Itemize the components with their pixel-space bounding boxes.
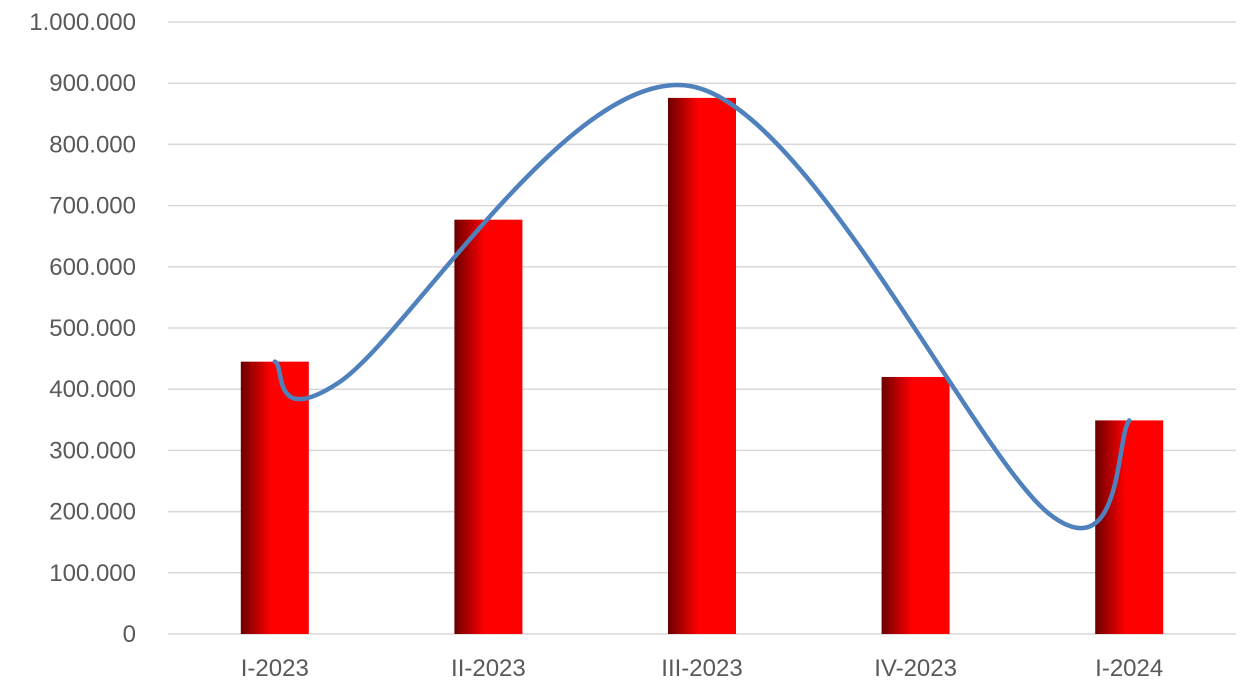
bar: [454, 219, 523, 634]
y-tick-label: 1.000.000: [29, 9, 136, 36]
bar: [881, 376, 950, 634]
x-tick-label: III-2023: [661, 655, 742, 682]
y-tick-label: 400.000: [49, 376, 136, 403]
y-tick-label: 600.000: [49, 254, 136, 281]
y-tick-label: 700.000: [49, 193, 136, 220]
x-tick-label: IV-2023: [874, 655, 957, 682]
y-tick-label: 200.000: [49, 499, 136, 526]
bars: [240, 97, 1164, 634]
trendline: [272, 82, 1132, 531]
x-tick-label: II-2023: [451, 655, 526, 682]
x-axis-tick-labels: I-2023 II-2023 III-2023 IV-2023 I-2024: [241, 655, 1163, 682]
y-tick-label: 500.000: [49, 315, 136, 342]
trendline-group: [272, 82, 1132, 531]
y-axis-tick-labels: 0 100.000 200.000 300.000 400.000 500.000 600.…: [29, 9, 136, 648]
y-tick-label: 100.000: [49, 560, 136, 587]
y-tick-label: 300.000: [49, 437, 136, 464]
y-tick-label: 0: [123, 621, 136, 648]
bar: [668, 97, 736, 634]
x-tick-label: I-2023: [241, 655, 309, 682]
bar: [1095, 420, 1164, 634]
x-tick-label: I-2024: [1095, 655, 1163, 682]
y-tick-label: 900.000: [49, 70, 136, 97]
y-tick-label: 800.000: [49, 131, 136, 158]
bar: [240, 361, 309, 634]
